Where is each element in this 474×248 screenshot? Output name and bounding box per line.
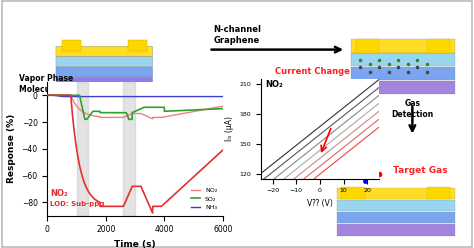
X-axis label: V⁇ (V): V⁇ (V) — [307, 199, 333, 208]
Bar — [351, 53, 455, 66]
Bar — [351, 81, 455, 94]
FancyBboxPatch shape — [56, 77, 153, 87]
Bar — [337, 212, 455, 223]
Bar — [77, 82, 88, 216]
Bar — [337, 200, 455, 211]
Bar — [62, 40, 81, 51]
Text: Current Change: Current Change — [275, 67, 350, 76]
Bar — [341, 187, 365, 199]
Text: N-channel
Graphene: N-channel Graphene — [213, 25, 261, 45]
Y-axis label: Iₗₛ (μA): Iₗₛ (μA) — [225, 117, 234, 141]
X-axis label: Time (s): Time (s) — [114, 240, 156, 248]
Bar — [427, 39, 450, 53]
Text: NO₂: NO₂ — [50, 189, 68, 198]
Text: LOD: Sub-ppq: LOD: Sub-ppq — [50, 201, 105, 207]
Bar — [128, 40, 147, 51]
FancyBboxPatch shape — [56, 46, 153, 56]
Bar — [427, 187, 450, 199]
Text: NO₂: NO₂ — [265, 80, 283, 89]
Bar — [123, 82, 135, 216]
Text: Target Gas: Target Gas — [393, 166, 448, 175]
Y-axis label: Response (%): Response (%) — [7, 114, 16, 184]
Bar — [337, 188, 455, 199]
Bar — [356, 39, 379, 53]
Text: Vapor Phase
Molecular Doping: Vapor Phase Molecular Doping — [19, 74, 95, 94]
Bar — [351, 67, 455, 80]
FancyBboxPatch shape — [56, 57, 153, 67]
Text: Gas
Detection: Gas Detection — [391, 99, 434, 119]
Bar — [351, 39, 455, 53]
Bar — [337, 224, 455, 236]
FancyBboxPatch shape — [56, 67, 153, 77]
Legend: NO₂, SO₂, NH₃: NO₂, SO₂, NH₃ — [188, 185, 219, 213]
